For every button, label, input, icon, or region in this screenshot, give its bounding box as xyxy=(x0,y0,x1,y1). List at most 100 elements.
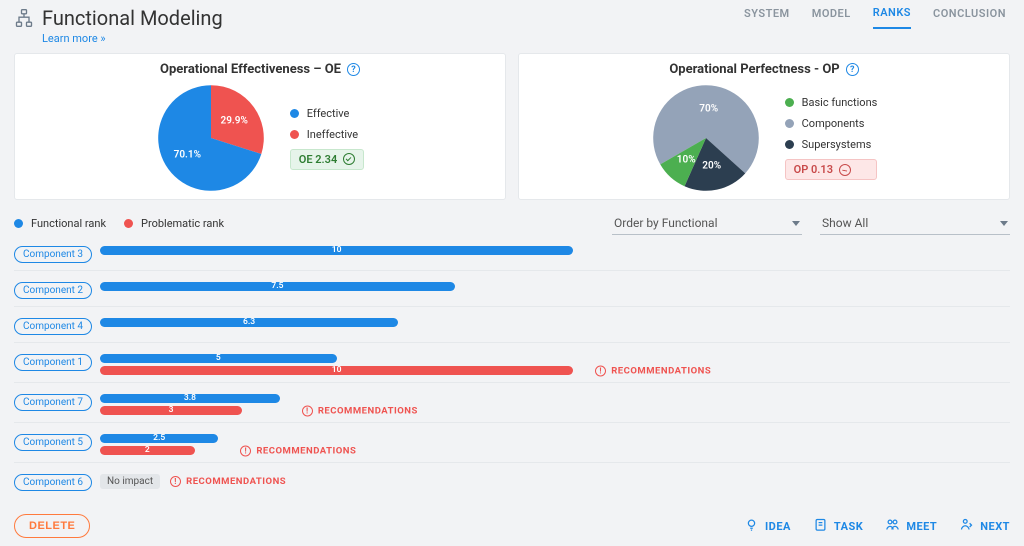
bar-value: 7.5 xyxy=(271,281,283,291)
row-bars: 3.8 3! RECOMMENDATIONS xyxy=(100,394,1010,415)
delete-button[interactable]: DELETE xyxy=(14,514,90,538)
score-badge: OE 2.34 xyxy=(290,149,365,170)
task-icon xyxy=(813,517,828,535)
legend-label: Supersystems xyxy=(802,138,872,151)
card-oe-title: Operational Effectiveness – OE xyxy=(160,62,341,77)
component-row: Component 3 10 xyxy=(14,241,1010,271)
rank-legend: Functional rank Problematic rank xyxy=(14,217,224,230)
legend-label: Effective xyxy=(307,107,350,120)
bar-value: 6.3 xyxy=(243,317,255,327)
pie-oe: 29.9%70.1% xyxy=(156,83,266,193)
tab-model[interactable]: MODEL xyxy=(812,7,851,28)
recommendations-link[interactable]: ! RECOMMENDATIONS xyxy=(595,365,711,376)
legend-dot-icon xyxy=(290,130,299,139)
component-chip[interactable]: Component 6 xyxy=(14,474,92,491)
legend-item: Basic functions xyxy=(785,96,878,109)
meet-icon xyxy=(885,517,900,535)
row-bars: 6.3 xyxy=(100,318,1010,327)
component-row: Component 6 No impact! RECOMMENDATIONS xyxy=(14,469,1010,498)
row-bars: 5 10! RECOMMENDATIONS xyxy=(100,354,1010,375)
card-op: Operational Perfectness - OP ? 70%20%10%… xyxy=(518,53,1010,200)
recommendations-label: RECOMMENDATIONS xyxy=(611,365,711,376)
component-chip[interactable]: Component 3 xyxy=(14,246,92,263)
bar-value: 2 xyxy=(145,445,150,455)
idea-button[interactable]: IDEA xyxy=(744,517,791,535)
tabs: SYSTEM MODEL RANKS CONCLUSION xyxy=(744,6,1006,29)
legend-label: Components xyxy=(802,117,865,130)
header: Functional Modeling Learn more » SYSTEM M… xyxy=(0,0,1024,47)
alert-circle-icon: ! xyxy=(240,445,251,456)
legend-label: Basic functions xyxy=(802,96,878,109)
recommendations-label: RECOMMENDATIONS xyxy=(186,476,286,487)
show-filter-value: Show All xyxy=(822,216,868,230)
bar-value: 5 xyxy=(216,353,221,363)
task-button[interactable]: TASK xyxy=(813,517,863,535)
card-oe: Operational Effectiveness – OE ? 29.9%70… xyxy=(14,53,506,200)
next-icon xyxy=(959,517,974,535)
learn-more-link[interactable]: Learn more » xyxy=(42,32,223,45)
component-row: Component 2 7.5 xyxy=(14,277,1010,307)
footer-action-label: NEXT xyxy=(980,520,1010,533)
component-row: Component 1 5 10! RECOMMENDATIONS xyxy=(14,349,1010,383)
pie-op: 70%20%10% xyxy=(651,83,761,193)
bar-value: 3.8 xyxy=(184,393,196,403)
no-impact-badge: No impact xyxy=(100,474,160,489)
row-bars: 10 xyxy=(100,246,1010,255)
bar-value: 3 xyxy=(169,405,174,415)
row-bars: 2.52! RECOMMENDATIONS xyxy=(100,434,1010,455)
alert-circle-icon: ! xyxy=(302,405,313,416)
component-chip[interactable]: Component 4 xyxy=(14,318,92,335)
bar-value: 10 xyxy=(332,365,342,375)
functional-rank-label: Functional rank xyxy=(31,217,106,230)
row-bars: 7.5 xyxy=(100,282,1010,291)
legend-label: Ineffective xyxy=(307,128,358,141)
order-by-select[interactable]: Order by Functional xyxy=(612,212,802,235)
show-filter-select[interactable]: Show All xyxy=(820,212,1010,235)
legend-op: Basic functions Components Supersystems OP … xyxy=(785,96,878,180)
chevron-down-icon xyxy=(1000,221,1008,226)
check-circle-icon xyxy=(343,153,355,165)
order-by-value: Order by Functional xyxy=(614,216,718,230)
page-title: Functional Modeling xyxy=(42,6,223,30)
recommendations-link[interactable]: ! RECOMMENDATIONS xyxy=(170,476,286,487)
idea-icon xyxy=(744,517,759,535)
component-row: Component 7 3.8 3! RECOMMENDATIONS xyxy=(14,389,1010,423)
alert-circle-icon: ! xyxy=(595,365,606,376)
row-bars: No impact! RECOMMENDATIONS xyxy=(100,474,1010,489)
chevron-down-icon xyxy=(792,221,800,226)
recommendations-label: RECOMMENDATIONS xyxy=(256,445,356,456)
legend-item: Effective xyxy=(290,107,365,120)
help-icon[interactable]: ? xyxy=(347,63,360,76)
help-icon[interactable]: ? xyxy=(846,63,859,76)
component-chip[interactable]: Component 2 xyxy=(14,282,92,299)
legend-dot-icon xyxy=(785,140,794,149)
next-button[interactable]: NEXT xyxy=(959,517,1010,535)
score-badge: OP 0.13 xyxy=(785,159,878,180)
component-chip[interactable]: Component 1 xyxy=(14,354,92,371)
legend-dot-icon xyxy=(785,98,794,107)
component-chip[interactable]: Component 7 xyxy=(14,394,92,411)
tab-ranks[interactable]: RANKS xyxy=(873,6,911,29)
card-op-title: Operational Perfectness - OP xyxy=(669,62,839,77)
meet-button[interactable]: MEET xyxy=(885,517,937,535)
tab-system[interactable]: SYSTEM xyxy=(744,7,790,28)
sad-face-icon xyxy=(839,164,851,176)
footer-action-label: IDEA xyxy=(765,520,791,533)
legend-dot-icon xyxy=(290,109,299,118)
legend-dot-icon xyxy=(785,119,794,128)
problematic-rank-label: Problematic rank xyxy=(141,217,224,230)
recommendations-link[interactable]: ! RECOMMENDATIONS xyxy=(302,405,418,416)
recommendations-link[interactable]: ! RECOMMENDATIONS xyxy=(240,445,356,456)
component-rows: Component 3 10 Component 2 7.5 Component 4 6.… xyxy=(0,239,1024,502)
tab-conclusion[interactable]: CONCLUSION xyxy=(933,7,1006,28)
footer-action-label: TASK xyxy=(834,520,863,533)
recommendations-label: RECOMMENDATIONS xyxy=(318,405,418,416)
footer-action-label: MEET xyxy=(906,520,937,533)
functional-modeling-icon xyxy=(14,8,34,28)
legend-oe: Effective Ineffective OE 2.34 xyxy=(290,107,365,170)
bar-value: 2.5 xyxy=(153,433,165,443)
legend-item: Components xyxy=(785,117,878,130)
component-chip[interactable]: Component 5 xyxy=(14,434,92,451)
alert-circle-icon: ! xyxy=(170,476,181,487)
component-row: Component 4 6.3 xyxy=(14,313,1010,343)
